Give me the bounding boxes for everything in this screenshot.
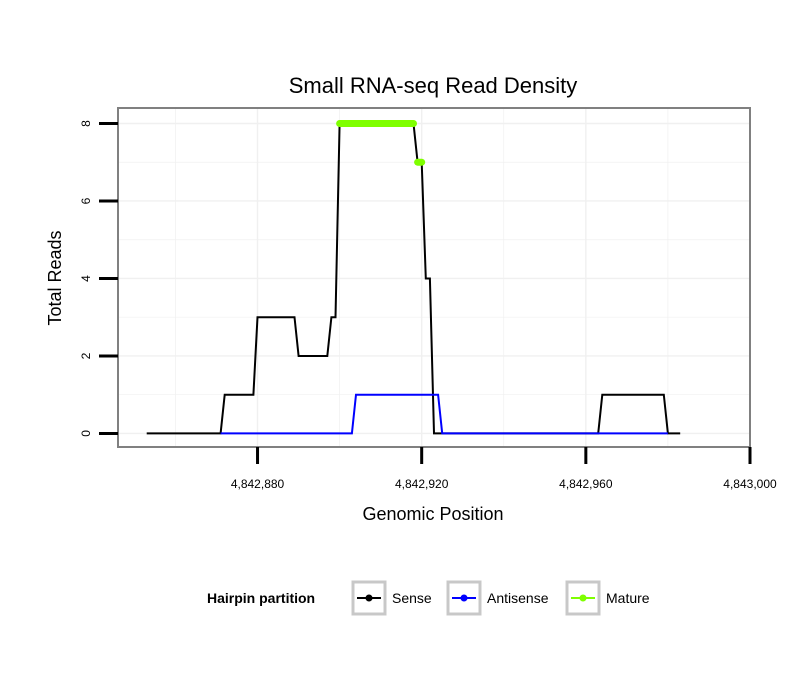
legend-entry-mature: Mature (565, 580, 650, 616)
legend-point-antisense (460, 594, 468, 602)
legend-entry-antisense: Antisense (446, 580, 549, 616)
legend-label-antisense: Antisense (487, 590, 549, 606)
x-tick-label-1: 4,842,920 (395, 477, 449, 491)
legend-point-mature (579, 594, 587, 602)
x-tick-label-2: 4,842,960 (559, 477, 613, 491)
legend-entry-sense: Sense (351, 580, 432, 616)
y-tick-label-4: 8 (79, 120, 93, 127)
y-axis-title: Total Reads (45, 230, 65, 325)
legend: Hairpin partition Sense Antisense Mature (207, 580, 650, 616)
chart-title: Small RNA-seq Read Density (289, 73, 578, 98)
y-tick-label-2: 4 (79, 275, 93, 282)
series-layer (146, 120, 681, 435)
x-tick-label-3: 4,843,000 (723, 477, 777, 491)
x-axis-title: Genomic Position (362, 504, 503, 524)
y-tick-label-1: 2 (79, 352, 93, 359)
legend-point-sense (365, 594, 373, 602)
legend-label-mature: Mature (606, 590, 650, 606)
x-tick-label-0: 4,842,880 (231, 477, 285, 491)
x-axis: 4,842,880 4,842,920 4,842,960 4,843,000 (231, 447, 777, 491)
y-axis: 0 2 4 6 8 (79, 120, 118, 437)
y-tick-label-0: 0 (79, 430, 93, 437)
series-line-antisense (220, 393, 668, 435)
legend-label-sense: Sense (392, 590, 432, 606)
legend-title: Hairpin partition (207, 590, 315, 606)
y-tick-label-3: 6 (79, 197, 93, 204)
plot-background (118, 108, 750, 447)
